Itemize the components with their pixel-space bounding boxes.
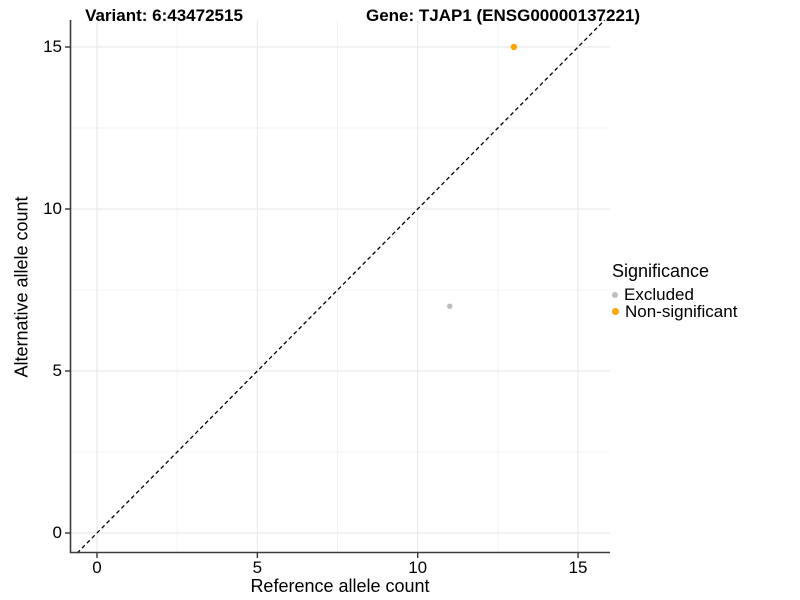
- y-tick-label: 15: [43, 37, 62, 56]
- legend: Significance Excluded Non-significant: [612, 261, 738, 321]
- plot-title-gene: Gene: TJAP1 (ENSG00000137221): [365, 6, 641, 25]
- x-tick-label: 5: [252, 558, 263, 577]
- y-tick-label: 10: [43, 199, 62, 218]
- data-point-non-significant: [510, 43, 518, 51]
- x-axis-title: Reference allele count: [250, 576, 430, 596]
- plot-title-variant: Variant: 6:43472515: [85, 6, 243, 25]
- legend-entry-label: Non-significant: [625, 301, 738, 321]
- excluded-dot-icon: [612, 291, 618, 298]
- identity-line: [76, 19, 606, 554]
- x-tick-label: 0: [92, 558, 102, 577]
- x-tick-label: 10: [408, 558, 428, 577]
- data-point-excluded: [447, 303, 453, 309]
- plot-panel: [65, 19, 610, 558]
- non-significant-dot-icon: [612, 308, 619, 315]
- legend-entry-non-significant: Non-significant: [612, 301, 738, 321]
- x-tick-label: 15: [568, 558, 588, 577]
- y-tick-label: 5: [52, 361, 62, 380]
- y-axis-title: Alternative allele count: [11, 196, 32, 378]
- legend-entry-label: Excluded: [624, 284, 694, 304]
- legend-title: Significance: [612, 261, 710, 281]
- y-tick-label: 0: [52, 523, 62, 542]
- legend-entry-excluded: Excluded: [612, 284, 737, 304]
